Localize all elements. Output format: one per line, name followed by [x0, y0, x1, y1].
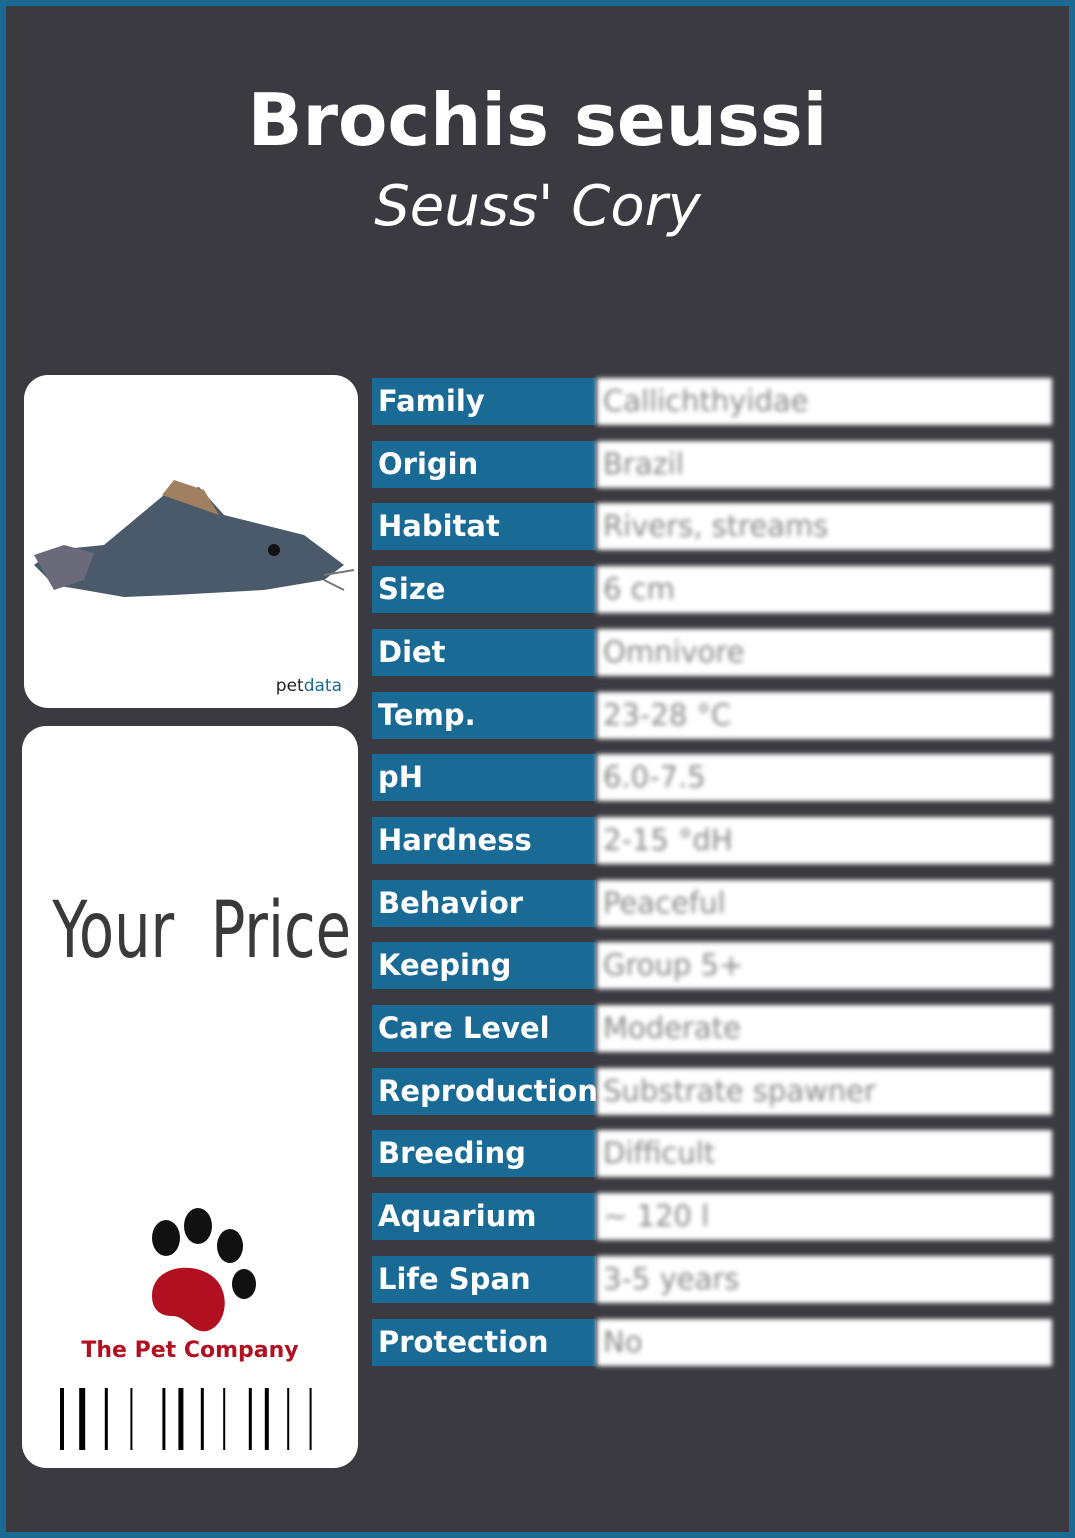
row-label: Breeding	[372, 1130, 596, 1178]
price-card: Your Price The Pet Company	[22, 726, 358, 1468]
barcode-bar	[264, 1388, 269, 1450]
row-label: Care Level	[372, 1005, 596, 1052]
row-value: Substrate spawner	[597, 1067, 1052, 1115]
table-row: Size 6 cm	[372, 566, 1052, 614]
barcode-bar	[79, 1388, 86, 1450]
barcode-bar	[178, 1388, 184, 1450]
table-row: Aquarium ~ 120 l	[372, 1193, 1052, 1241]
paw-logo	[152, 1208, 256, 1332]
table-row: Hardness 2-15 °dH	[372, 816, 1052, 864]
table-row: Care Level Moderate	[372, 1005, 1052, 1052]
row-label: Keeping	[372, 942, 596, 990]
table-row: Life Span 3-5 years	[372, 1255, 1052, 1303]
barcode-bar	[200, 1388, 204, 1450]
barcode-bar	[223, 1388, 226, 1450]
table-row: Habitat Rivers, streams	[372, 503, 1052, 551]
table-row: Origin Brazil	[372, 440, 1052, 488]
row-value: 6 cm	[597, 566, 1052, 614]
row-label: pH	[372, 754, 596, 802]
barcode-bar	[60, 1388, 64, 1450]
row-label: Protection	[372, 1318, 596, 1366]
table-row: Family Callichthyidae	[372, 378, 1052, 425]
table-row: Diet Omnivore	[372, 628, 1052, 676]
row-label: Temp.	[372, 691, 596, 739]
logo-name: The Pet Company	[81, 1338, 299, 1363]
barcode-bar	[287, 1388, 290, 1450]
price-label: Your Price	[52, 886, 352, 976]
row-label: Aquarium	[372, 1193, 596, 1241]
row-label: Origin	[372, 440, 596, 488]
row-label: Life Span	[372, 1255, 596, 1303]
row-value: 3-5 years	[597, 1255, 1052, 1303]
row-label: Behavior	[372, 879, 596, 927]
row-value: 23-28 °C	[597, 691, 1052, 739]
table-row: Breeding Difficult	[372, 1130, 1052, 1178]
subtitle: Seuss' Cory	[374, 174, 701, 239]
fish-image	[34, 480, 355, 597]
barcode-bar	[309, 1388, 312, 1450]
title: Brochis seussi	[247, 78, 828, 162]
row-value: Peaceful	[597, 879, 1052, 927]
row-value: 6.0-7.5	[597, 754, 1052, 802]
row-label: Diet	[372, 628, 596, 676]
table-row: Keeping Group 5+	[372, 942, 1052, 990]
row-value: Brazil	[597, 440, 1052, 488]
barcode-bar	[248, 1388, 252, 1450]
table-row: pH 6.0-7.5	[372, 754, 1052, 802]
row-value: Moderate	[597, 1005, 1052, 1052]
table-row: Reproduction Substrate spawner	[372, 1067, 1052, 1115]
row-label: Hardness	[372, 816, 596, 864]
row-label: Size	[372, 566, 596, 614]
row-value: ~ 120 l	[597, 1193, 1052, 1241]
barcode-bar	[162, 1388, 166, 1450]
row-value: Omnivore	[597, 628, 1052, 676]
row-value: Difficult	[597, 1130, 1052, 1178]
row-value: Group 5+	[597, 942, 1052, 990]
barcode-bar	[130, 1388, 133, 1450]
row-label: Habitat	[372, 503, 596, 551]
image-credit: petdata	[276, 676, 342, 696]
table-row: Behavior Peaceful	[372, 879, 1052, 927]
row-value: Callichthyidae	[597, 378, 1052, 425]
barcode-bar	[104, 1388, 108, 1450]
table-row: Temp. 23-28 °C	[372, 691, 1052, 739]
barcode	[60, 1388, 312, 1450]
image-card: petdata	[24, 375, 358, 708]
table-row: Protection No	[372, 1318, 1052, 1366]
row-label: Family	[372, 378, 596, 425]
row-value: 2-15 °dH	[597, 816, 1052, 864]
row-label: Reproduction	[372, 1067, 598, 1115]
row-value: No	[597, 1318, 1052, 1366]
row-value: Rivers, streams	[597, 503, 1052, 551]
credit-text: data	[303, 676, 342, 696]
credit-text: pet	[275, 676, 304, 696]
